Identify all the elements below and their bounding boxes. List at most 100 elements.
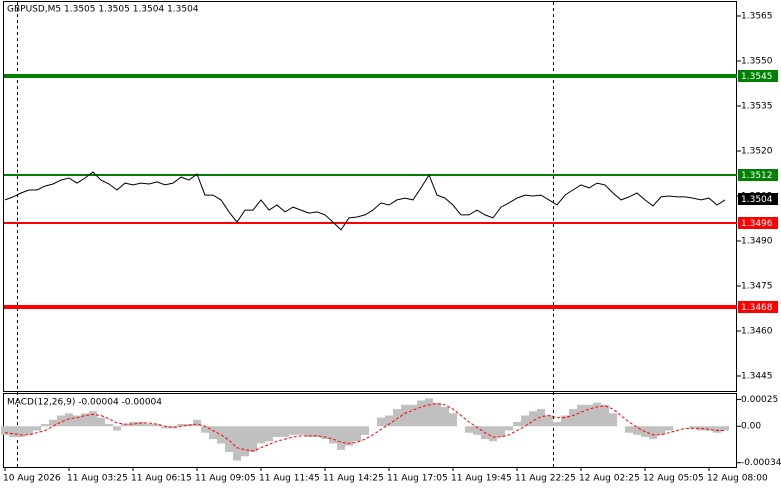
histogram-bar (17, 426, 25, 437)
histogram-bar (209, 426, 217, 440)
histogram-bar (49, 419, 57, 427)
x-tick-label: 11 Aug 09:05 (195, 474, 256, 484)
histogram-bar (393, 409, 401, 427)
x-tick-label: 11 Aug 06:15 (131, 474, 192, 484)
histogram-bar (113, 426, 121, 431)
histogram-bar (465, 426, 473, 433)
histogram-bar (545, 415, 553, 427)
histogram-bar (137, 421, 145, 427)
histogram-bar (321, 426, 329, 440)
histogram-bar (649, 426, 657, 440)
plot-layer: 1.35651.35501.35351.35201.35051.34901.34… (1, 12, 781, 484)
y-tick-label: 1.3520 (741, 147, 773, 157)
histogram-bar (689, 426, 697, 429)
histogram-bar (225, 426, 233, 452)
histogram-bar (41, 424, 49, 427)
histogram-bar (577, 404, 585, 427)
histogram-bar (569, 409, 577, 427)
histogram-bar (657, 426, 665, 435)
histogram-bar (297, 426, 305, 435)
histogram-bar (81, 413, 89, 427)
last-price-box (738, 193, 778, 205)
histogram-bar (153, 424, 161, 427)
histogram-bar (145, 424, 153, 427)
x-tick-label: 11 Aug 19:45 (451, 474, 512, 484)
signal-line (4, 403, 725, 452)
histogram-bar (217, 426, 225, 444)
histogram-bar (57, 415, 65, 427)
level-label: 1.3545 (741, 72, 773, 82)
histogram-bar (305, 426, 313, 437)
x-tick-label: 12 Aug 08:00 (707, 474, 768, 484)
histogram-bar (593, 402, 601, 427)
histogram-bar (345, 426, 353, 446)
histogram-bar (233, 426, 241, 461)
histogram-bar (353, 426, 361, 442)
histogram-bar (561, 415, 569, 427)
histogram-bar (513, 421, 521, 427)
histogram-bar (273, 426, 281, 437)
last-price-label: 1.3504 (741, 195, 773, 205)
histogram-bar (265, 426, 273, 442)
histogram-bar (129, 421, 137, 427)
y-tick-label: 1.3460 (741, 327, 773, 337)
histogram-bar (433, 402, 441, 427)
y-tick-label: 0.00 (741, 422, 761, 432)
histogram-bar (361, 426, 369, 435)
price-line (4, 171, 726, 231)
histogram-bar (473, 426, 481, 435)
x-tick-label: 11 Aug 17:05 (387, 474, 448, 484)
histogram-bar (89, 411, 97, 427)
histogram-bar (489, 426, 497, 442)
histogram-bar (121, 424, 129, 427)
histogram-bar (33, 426, 41, 431)
x-tick-label: 12 Aug 02:25 (579, 474, 640, 484)
histogram-bar (497, 426, 505, 437)
histogram-bar (665, 426, 673, 431)
level-label-box (738, 169, 778, 181)
histogram-bar (241, 426, 249, 457)
histogram-bar (9, 426, 17, 437)
histogram-bar (377, 417, 385, 427)
y-tick-label: 1.3550 (741, 57, 773, 67)
histogram-bar (177, 424, 185, 427)
macd-title: MACD(12,26,9) -0.00004 -0.00004 (7, 398, 162, 408)
histogram-bar (521, 415, 529, 427)
histogram-bar (609, 413, 617, 427)
chart-title: GBPUSD,M5 1.3505 1.3505 1.3504 1.3504 (7, 5, 199, 15)
y-tick-label: 1.3445 (741, 372, 773, 382)
histogram-bar (25, 426, 33, 435)
histogram-bar (249, 426, 257, 452)
histogram-bar (633, 426, 641, 435)
x-tick-label: 11 Aug 03:25 (67, 474, 128, 484)
histogram-bar (289, 426, 297, 435)
histogram-bar (425, 398, 433, 427)
histogram-bar (449, 413, 457, 427)
histogram-bar (281, 426, 289, 437)
histogram-bar (417, 400, 425, 427)
x-tick-label: 11 Aug 22:25 (515, 474, 576, 484)
histogram-bar (337, 426, 345, 450)
histogram-bar (329, 426, 337, 444)
histogram-bar (705, 426, 713, 431)
histogram-bar (625, 426, 633, 433)
histogram-bar (161, 426, 169, 429)
histogram-bar (257, 426, 265, 444)
histogram-bar (713, 426, 721, 433)
level-label: 1.3512 (741, 171, 773, 181)
level-label: 1.3496 (741, 219, 773, 229)
histogram-bar (601, 404, 609, 427)
histogram-bar (193, 419, 201, 427)
histogram-bar (1, 426, 9, 435)
histogram-bar (505, 426, 513, 431)
x-tick-label: 12 Aug 05:05 (643, 474, 704, 484)
histogram-bar (529, 411, 537, 427)
histogram-bar (73, 415, 81, 427)
histogram-bar (537, 409, 545, 427)
level-label-box (738, 70, 778, 82)
y-tick-label: 1.3565 (741, 12, 773, 22)
level-label-box (738, 301, 778, 313)
x-tick-label: 11 Aug 11:45 (259, 474, 320, 484)
